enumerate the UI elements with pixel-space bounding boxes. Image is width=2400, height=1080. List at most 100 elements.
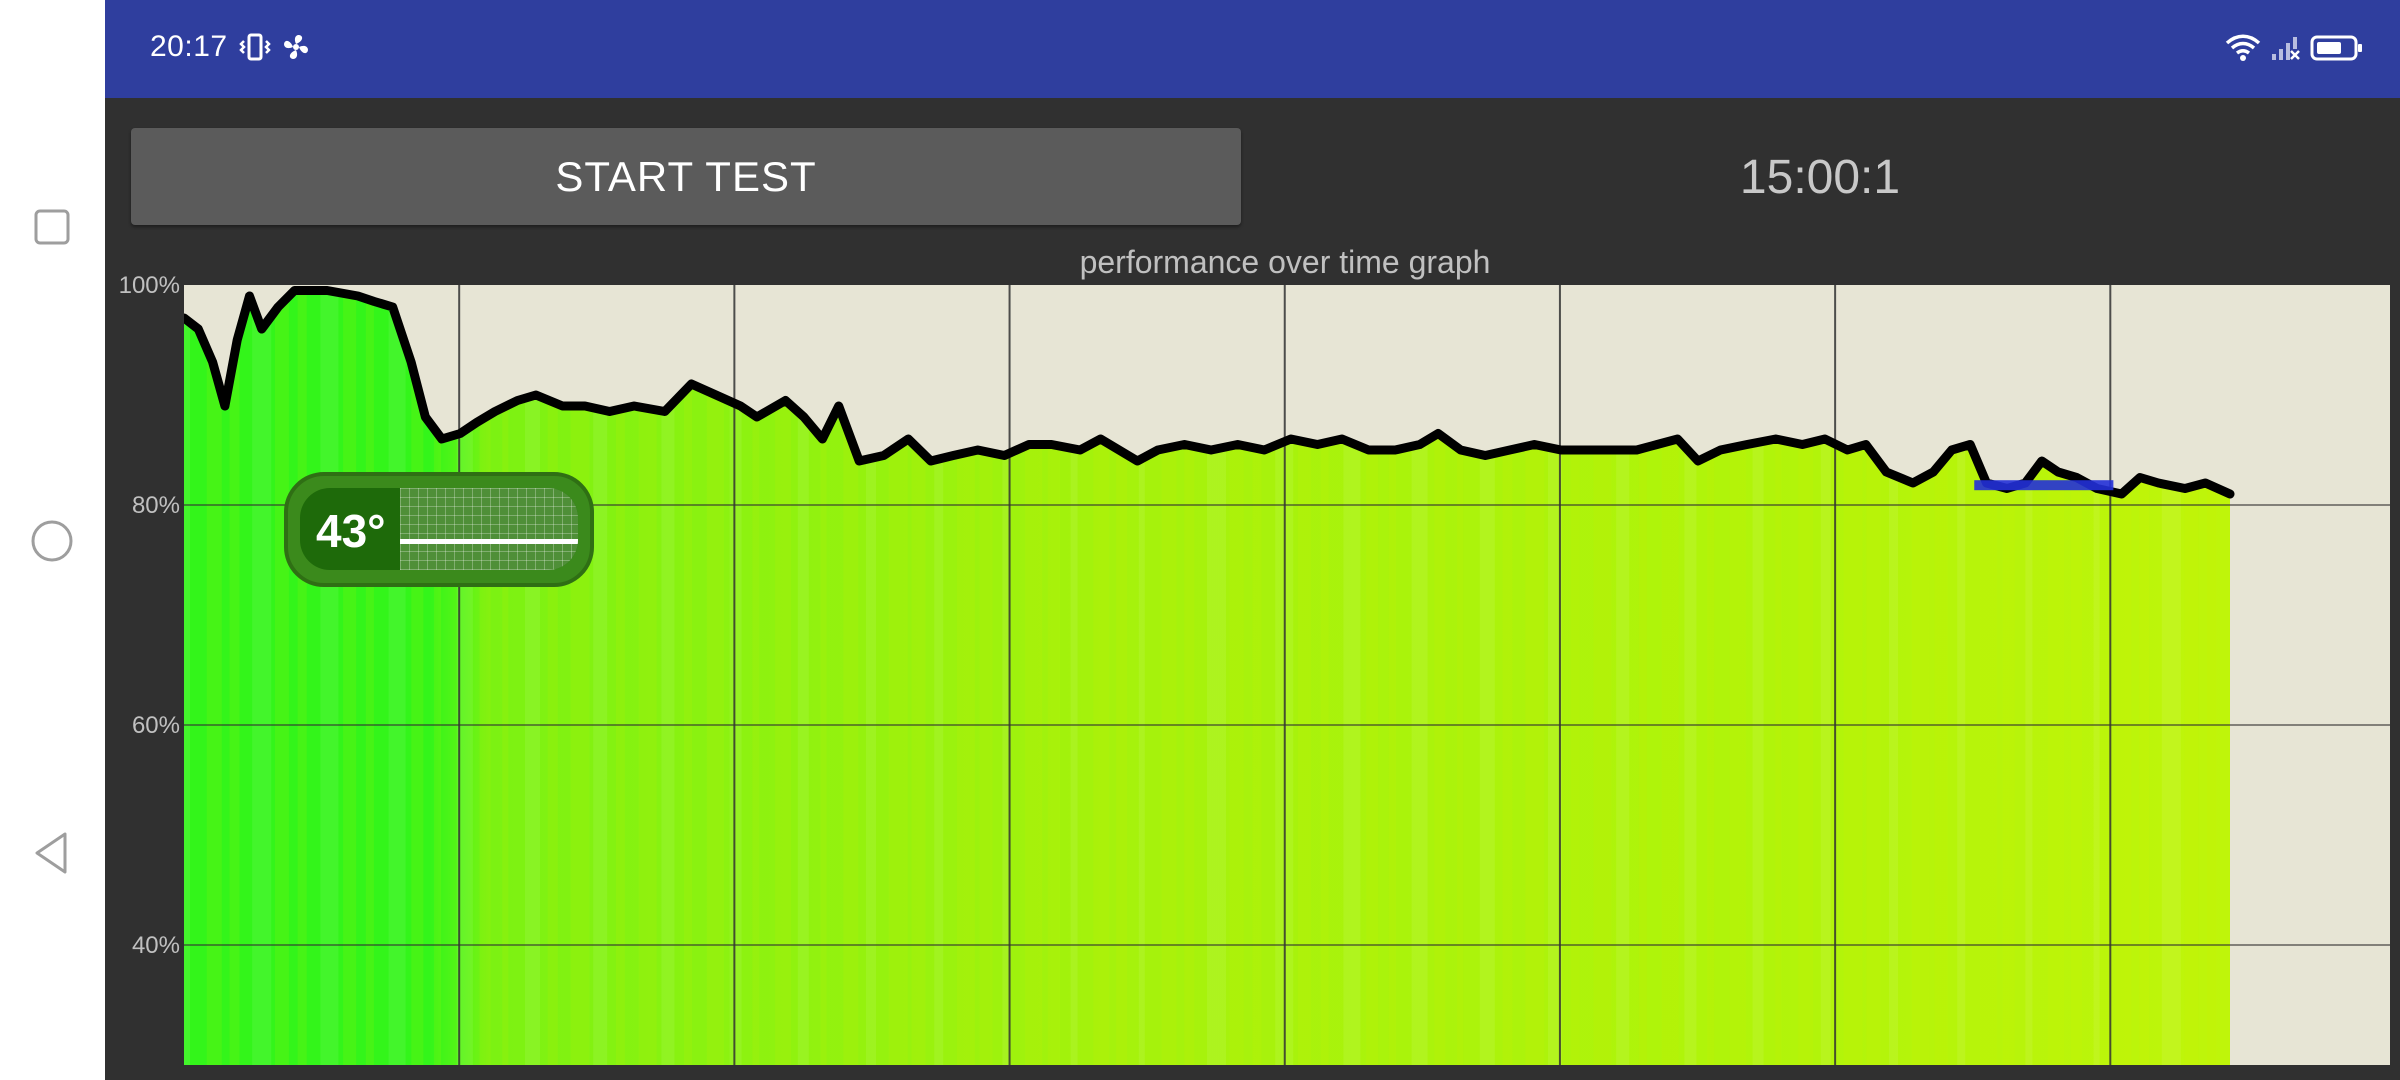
fill-stripe xyxy=(434,290,442,1065)
signal-icon xyxy=(2272,37,2300,60)
fill-stripe xyxy=(1957,290,1966,1065)
current-marker xyxy=(1974,480,2114,491)
recent-apps-button[interactable] xyxy=(22,197,82,257)
fill-stripe xyxy=(797,290,809,1065)
fill-stripe xyxy=(706,290,724,1065)
fill-stripe xyxy=(2070,290,2082,1065)
fill-stripe xyxy=(888,290,908,1065)
fill-stripe xyxy=(1093,290,1110,1065)
fill-stripe xyxy=(1775,290,1782,1065)
fill-stripe xyxy=(1366,290,1379,1065)
fill-stripe xyxy=(343,290,357,1065)
fill-stripe xyxy=(1889,290,1898,1065)
fill-stripe xyxy=(752,290,760,1065)
fill-stripe xyxy=(684,290,693,1065)
fill-stripe xyxy=(615,290,625,1065)
fill-stripe xyxy=(1388,290,1396,1065)
status-bar: 20:17 xyxy=(105,0,2400,98)
fill-stripe xyxy=(297,290,307,1065)
temperature-sparkline xyxy=(400,539,578,544)
y-tick-label: 80% xyxy=(132,492,180,519)
fill-stripe xyxy=(956,290,975,1065)
fill-stripe xyxy=(1138,290,1145,1065)
fill-stripe xyxy=(1684,290,1697,1065)
y-tick-label: 100% xyxy=(119,272,180,299)
fill-stripe xyxy=(1934,290,1948,1065)
fill-stripe xyxy=(252,290,272,1065)
fill-stripe xyxy=(1184,290,1195,1065)
fill-stripe xyxy=(1457,290,1464,1065)
temperature-panel: 43° xyxy=(300,488,578,570)
fill-stripe xyxy=(229,290,240,1065)
performance-line xyxy=(184,286,2235,499)
fill-stripe xyxy=(502,290,509,1065)
fill-stripe xyxy=(1593,290,1612,1065)
clock: 20:17 xyxy=(150,30,228,63)
fill-stripe xyxy=(775,290,792,1065)
fill-stripe xyxy=(479,290,491,1065)
fill-stripe xyxy=(1343,290,1361,1065)
fill-stripe xyxy=(1616,290,1630,1065)
fill-stripe xyxy=(820,290,827,1065)
fill-stripe xyxy=(1252,290,1262,1065)
fill-stripe xyxy=(1638,290,1647,1065)
home-icon xyxy=(31,520,73,562)
fan-icon xyxy=(284,35,308,59)
fill-stripe xyxy=(2207,290,2217,1065)
fill-stripe xyxy=(184,290,190,1065)
fill-stripe xyxy=(1502,290,1513,1065)
fill-stripe xyxy=(2139,290,2150,1065)
fill-stripe xyxy=(1570,290,1580,1065)
fill-stripe xyxy=(1297,290,1311,1065)
back-button[interactable] xyxy=(22,823,82,883)
y-tick-label: 60% xyxy=(132,712,180,739)
y-tick-label: 40% xyxy=(132,932,180,959)
fill-stripe xyxy=(365,290,374,1065)
back-icon xyxy=(35,832,67,874)
fill-stripe xyxy=(1025,290,1043,1065)
performance-area xyxy=(184,290,2230,1065)
fill-stripe xyxy=(661,290,675,1065)
fill-stripe xyxy=(2093,290,2100,1065)
fill-stripe xyxy=(547,290,558,1065)
fill-stripe xyxy=(593,290,608,1065)
fill-stripe xyxy=(1479,290,1495,1065)
fill-stripe xyxy=(1548,290,1562,1065)
fill-stripe xyxy=(843,290,859,1065)
fill-stripe xyxy=(1434,290,1446,1065)
fill-stripe xyxy=(729,290,742,1065)
fill-stripe xyxy=(979,290,993,1065)
fill-stripe xyxy=(1729,290,1746,1065)
performance-chart: 100% 80% 60% 40% xyxy=(119,272,2390,1065)
wifi-icon xyxy=(2225,34,2261,61)
fill-stripe xyxy=(866,290,876,1065)
fill-stripe xyxy=(1070,290,1078,1065)
fill-stripe xyxy=(1411,290,1428,1065)
fill-stripe xyxy=(1866,290,1881,1065)
battery-icon xyxy=(2310,35,2362,61)
fill-stripe xyxy=(1116,290,1128,1065)
fill-stripe xyxy=(2025,290,2033,1065)
fill-stripe xyxy=(1707,290,1715,1065)
fill-stripe xyxy=(1229,290,1244,1065)
home-button[interactable] xyxy=(22,511,82,571)
start-test-button[interactable]: START TEST xyxy=(131,128,1241,225)
test-timer: 15:00:1 xyxy=(1739,151,1901,204)
fill-stripe xyxy=(1752,290,1764,1065)
fill-stripe xyxy=(911,290,926,1065)
fill-stripe xyxy=(1207,290,1226,1065)
fill-stripe xyxy=(934,290,944,1065)
fill-stripe xyxy=(638,290,657,1065)
temperature-sparkline-grid xyxy=(400,488,578,570)
fill-stripe xyxy=(206,290,222,1065)
temperature-badge: 43° xyxy=(284,472,594,587)
fill-stripe xyxy=(1798,290,1814,1065)
fill-stripe xyxy=(320,290,339,1065)
fill-stripe xyxy=(1161,290,1177,1065)
fill-stripe xyxy=(1320,290,1329,1065)
fill-stripe xyxy=(1525,290,1545,1065)
vibrate-icon xyxy=(239,33,271,61)
fill-stripe xyxy=(1002,290,1011,1065)
fill-stripe xyxy=(388,290,406,1065)
fill-stripe xyxy=(1661,290,1679,1065)
